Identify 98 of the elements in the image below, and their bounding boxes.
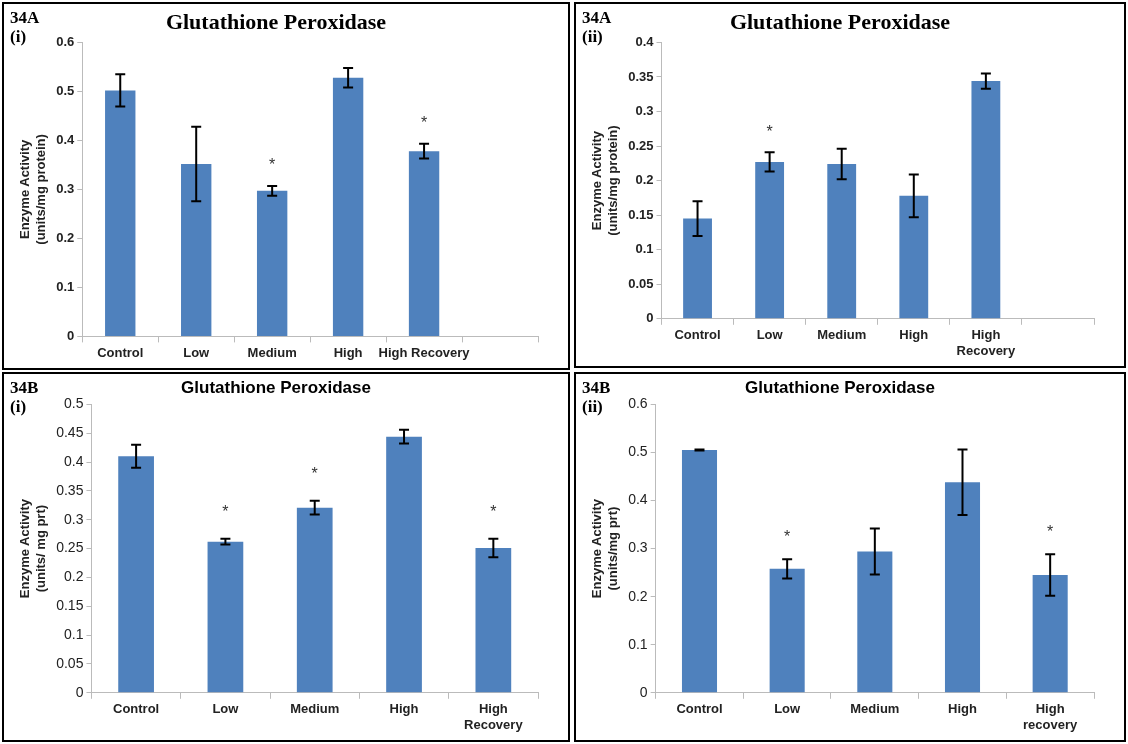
bar	[681, 450, 718, 693]
text: 34A	[582, 8, 612, 27]
x-tick-label: Medium	[850, 701, 900, 717]
y-tick-label: 0	[67, 327, 75, 343]
x-tick-label: Low	[756, 327, 784, 343]
y-tick-label: 0.4	[628, 491, 648, 508]
annotation: *	[311, 465, 318, 483]
y-tick-label: 0.25	[56, 539, 84, 556]
y-tick-label: 0.5	[56, 82, 75, 98]
bar	[296, 507, 333, 693]
y-tick-label: 0.4	[635, 33, 655, 49]
y-tick-label: 0.45	[56, 424, 84, 441]
x-tick-label: Medium	[290, 701, 340, 717]
annotation: *	[269, 156, 276, 174]
y-tick-label: 0.35	[628, 68, 654, 84]
y-tick-label: 0.2	[56, 229, 75, 245]
x-tick-label: Control	[97, 344, 144, 360]
y-axis-title: Enzyme Activity (units/mg protein)	[589, 125, 620, 236]
x-tick-label: High Recovery	[378, 344, 471, 360]
y-axis-title: Enzyme Activity (units/mg protein)	[17, 134, 48, 245]
bar	[944, 482, 981, 693]
x-tick-label: Low	[183, 344, 211, 360]
y-tick-label: 0.4	[56, 131, 76, 147]
x-tick-label: High Recovery	[956, 327, 1016, 358]
y-tick-label: 0.15	[56, 597, 84, 614]
text: (ii)	[582, 27, 603, 46]
y-tick-label: 0.6	[628, 395, 648, 412]
y-tick-label: 0.3	[635, 103, 654, 119]
x-tick-label: Control	[674, 327, 721, 343]
chart-title: Glutathione Peroxidase	[181, 377, 371, 397]
x-tick-label: High	[948, 701, 977, 717]
x-tick-label: High	[389, 701, 419, 717]
y-tick-label: 0.4	[63, 452, 84, 469]
y-tick-label: 0.2	[635, 172, 654, 188]
bar	[899, 195, 929, 319]
bar	[118, 456, 154, 693]
text: 34A	[10, 8, 40, 27]
y-tick-label: 0	[75, 683, 84, 700]
bar	[827, 164, 857, 319]
bar	[475, 548, 512, 693]
y-tick-label: 0.05	[628, 275, 654, 291]
y-tick-label: 0.2	[63, 568, 84, 585]
bar	[769, 568, 805, 693]
y-tick-label: 0.2	[628, 587, 648, 604]
x-tick-label: High	[899, 327, 929, 343]
text: (i)	[10, 27, 27, 46]
x-tick-label: Low	[774, 701, 802, 717]
y-tick-label: 0.3	[56, 180, 75, 196]
annotation: *	[784, 527, 791, 545]
y-tick-label: 0.5	[628, 443, 648, 460]
annotation: *	[420, 114, 428, 132]
y-axis-title: Enzyme Activity (units/mg prt)	[589, 498, 620, 599]
x-tick-label: Medium	[247, 344, 297, 360]
y-tick-label: 0.5	[63, 395, 84, 412]
bar	[386, 436, 422, 693]
text: 34B	[582, 378, 611, 397]
bar	[683, 218, 712, 319]
text: 34B	[10, 378, 39, 397]
x-tick-label: High	[333, 344, 363, 360]
x-tick-label: Low	[212, 701, 240, 717]
annotation: *	[766, 122, 773, 140]
y-tick-label: 0.1	[635, 241, 654, 257]
y-tick-label: 0.3	[63, 510, 84, 527]
x-tick-label: Control	[112, 701, 160, 717]
y-tick-label: 0.25	[628, 137, 654, 153]
annotation: *	[1047, 522, 1054, 540]
bar	[971, 81, 1001, 319]
chart-title: Glutathione Peroxidase	[165, 8, 387, 34]
y-tick-label: 0	[646, 310, 654, 326]
bar	[857, 551, 893, 693]
y-axis-title: Enzyme Activity (units/ mg prt)	[17, 498, 48, 599]
x-tick-label: Control	[676, 701, 723, 717]
bar	[332, 77, 364, 336]
annotation: *	[222, 503, 229, 521]
y-tick-label: 0	[639, 683, 648, 700]
bar	[207, 541, 244, 693]
bar	[105, 90, 136, 336]
y-tick-label: 0.1	[63, 625, 84, 642]
y-tick-label: 0.15	[628, 206, 654, 222]
bar	[1032, 575, 1068, 693]
y-tick-label: 0.3	[628, 539, 648, 556]
text: (i)	[10, 397, 27, 416]
bar	[181, 163, 212, 336]
annotation: *	[490, 503, 497, 521]
bar	[755, 161, 785, 319]
y-tick-label: 0.6	[56, 33, 75, 49]
x-tick-label: High recovery	[1023, 701, 1079, 732]
bar	[256, 190, 288, 336]
chart-title: Glutathione Peroxidase	[729, 8, 951, 34]
text: (ii)	[582, 397, 603, 416]
bar	[408, 151, 440, 336]
y-tick-label: 0.35	[56, 481, 84, 498]
x-tick-label: High Recovery	[464, 701, 524, 732]
y-tick-label: 0.1	[628, 635, 648, 652]
y-tick-label: 0.05	[56, 654, 84, 671]
chart-title: Glutathione Peroxidase	[745, 377, 935, 397]
x-tick-label: Medium	[817, 327, 867, 343]
y-tick-label: 0.1	[56, 278, 75, 294]
